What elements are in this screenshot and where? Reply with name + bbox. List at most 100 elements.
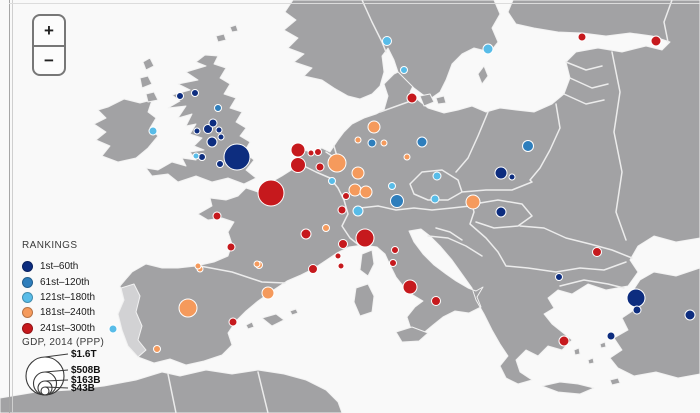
city-bubble[interactable] <box>352 205 364 217</box>
rankings-legend-label: 181st–240th <box>40 307 96 319</box>
city-bubble[interactable] <box>626 288 646 308</box>
city-bubble[interactable] <box>359 185 373 199</box>
city-bubble[interactable] <box>400 66 408 74</box>
city-bubble[interactable] <box>193 127 201 135</box>
gdp-legend-callout-line <box>44 369 69 373</box>
city-bubble[interactable] <box>402 279 418 295</box>
city-bubble[interactable] <box>338 239 348 249</box>
zoom-out-button[interactable]: − <box>34 45 64 74</box>
city-bubble[interactable] <box>261 286 275 300</box>
city-bubble[interactable] <box>431 296 441 306</box>
city-bubble[interactable] <box>354 136 362 144</box>
city-bubble[interactable] <box>328 177 336 185</box>
city-bubble[interactable] <box>223 143 251 171</box>
city-bubble[interactable] <box>212 211 222 221</box>
city-bubble[interactable] <box>348 183 362 197</box>
city-bubble[interactable] <box>465 194 481 210</box>
city-bubble[interactable] <box>253 260 261 268</box>
rankings-legend-item: 61st–120th <box>22 274 95 289</box>
city-bubble[interactable] <box>216 160 224 168</box>
city-bubble[interactable] <box>351 166 365 180</box>
city-bubble[interactable] <box>153 345 161 353</box>
city-bubble[interactable] <box>406 92 418 104</box>
city-bubble[interactable] <box>203 124 213 134</box>
city-bubble[interactable] <box>390 194 404 208</box>
city-bubble[interactable] <box>108 324 118 334</box>
city-bubble[interactable] <box>327 153 347 173</box>
city-bubble[interactable] <box>148 126 158 136</box>
city-bubble[interactable] <box>388 182 396 190</box>
city-bubble[interactable] <box>228 317 238 327</box>
city-bubble[interactable] <box>307 149 315 157</box>
city-bubble[interactable] <box>290 157 306 173</box>
city-bubble[interactable] <box>208 118 218 128</box>
ireland <box>93 98 159 163</box>
gdp-legend-value-label: $43B <box>71 383 95 394</box>
city-bubble[interactable] <box>314 148 322 156</box>
city-bubble[interactable] <box>342 192 350 200</box>
city-bubble[interactable] <box>389 259 397 267</box>
city-bubble[interactable] <box>432 171 442 181</box>
city-bubble[interactable] <box>403 153 411 161</box>
zoom-in-button[interactable]: + <box>44 20 54 40</box>
city-bubble[interactable] <box>592 247 602 257</box>
city-bubble[interactable] <box>337 205 347 215</box>
city-bubble[interactable] <box>192 152 200 160</box>
city-bubble[interactable] <box>495 206 507 218</box>
city-bubble[interactable] <box>382 36 392 46</box>
city-bubble[interactable] <box>217 133 225 141</box>
rankings-legend-item: 241st–300th <box>22 321 95 336</box>
city-bubble[interactable] <box>577 32 587 42</box>
left-edge-line-2 <box>12 0 13 413</box>
city-bubble[interactable] <box>522 140 534 152</box>
city-bubble[interactable] <box>494 166 508 180</box>
rankings-legend-dot <box>22 261 33 273</box>
city-bubble[interactable] <box>558 335 570 347</box>
top-edge-line <box>9 3 700 4</box>
city-bubble[interactable] <box>684 309 696 321</box>
city-bubble[interactable] <box>226 242 236 252</box>
city-bubble[interactable] <box>308 264 318 274</box>
rankings-legend-label: 121st–180th <box>40 291 96 303</box>
city-bubble[interactable] <box>391 246 399 254</box>
city-bubble[interactable] <box>198 153 206 161</box>
city-bubble[interactable] <box>206 136 218 148</box>
rankings-legend-item: 1st–60th <box>22 259 95 274</box>
rankings-legend-label: 1st–60th <box>40 261 79 273</box>
city-bubble[interactable] <box>355 228 375 248</box>
city-bubble[interactable] <box>176 92 184 100</box>
city-bubble[interactable] <box>650 35 662 47</box>
city-bubble[interactable] <box>380 139 388 147</box>
city-bubble[interactable] <box>290 142 306 158</box>
city-bubble[interactable] <box>508 173 516 181</box>
gdp-legend-value-label: $508B <box>71 365 100 376</box>
city-bubble[interactable] <box>337 262 345 270</box>
gdp-legend-title: GDP, 2014 (PPP) <box>22 337 105 348</box>
city-bubble[interactable] <box>322 224 330 232</box>
city-bubble[interactable] <box>555 273 563 281</box>
rankings-legend-dot <box>22 322 33 334</box>
city-bubble[interactable] <box>300 228 312 240</box>
city-bubble[interactable] <box>367 120 381 134</box>
city-bubble[interactable] <box>632 305 642 315</box>
city-bubble[interactable] <box>334 252 342 260</box>
scandinavia <box>283 0 501 100</box>
gdp-legend-value-label: $1.6T <box>71 349 97 360</box>
portugal-muted-region <box>117 283 147 358</box>
city-bubble[interactable] <box>606 331 616 341</box>
city-bubble[interactable] <box>367 138 377 148</box>
city-bubble[interactable] <box>194 262 202 270</box>
city-bubble[interactable] <box>214 104 222 112</box>
city-bubble[interactable] <box>215 126 223 134</box>
city-bubble[interactable] <box>315 162 325 172</box>
city-bubble[interactable] <box>178 298 198 318</box>
city-bubble[interactable] <box>191 89 199 97</box>
city-bubbles-layer <box>108 32 696 353</box>
city-bubble[interactable] <box>416 136 428 148</box>
rankings-legend-label: 61st–120th <box>40 276 90 288</box>
city-bubble[interactable] <box>482 43 494 55</box>
city-bubble[interactable] <box>257 179 285 207</box>
city-bubble[interactable] <box>430 194 440 204</box>
